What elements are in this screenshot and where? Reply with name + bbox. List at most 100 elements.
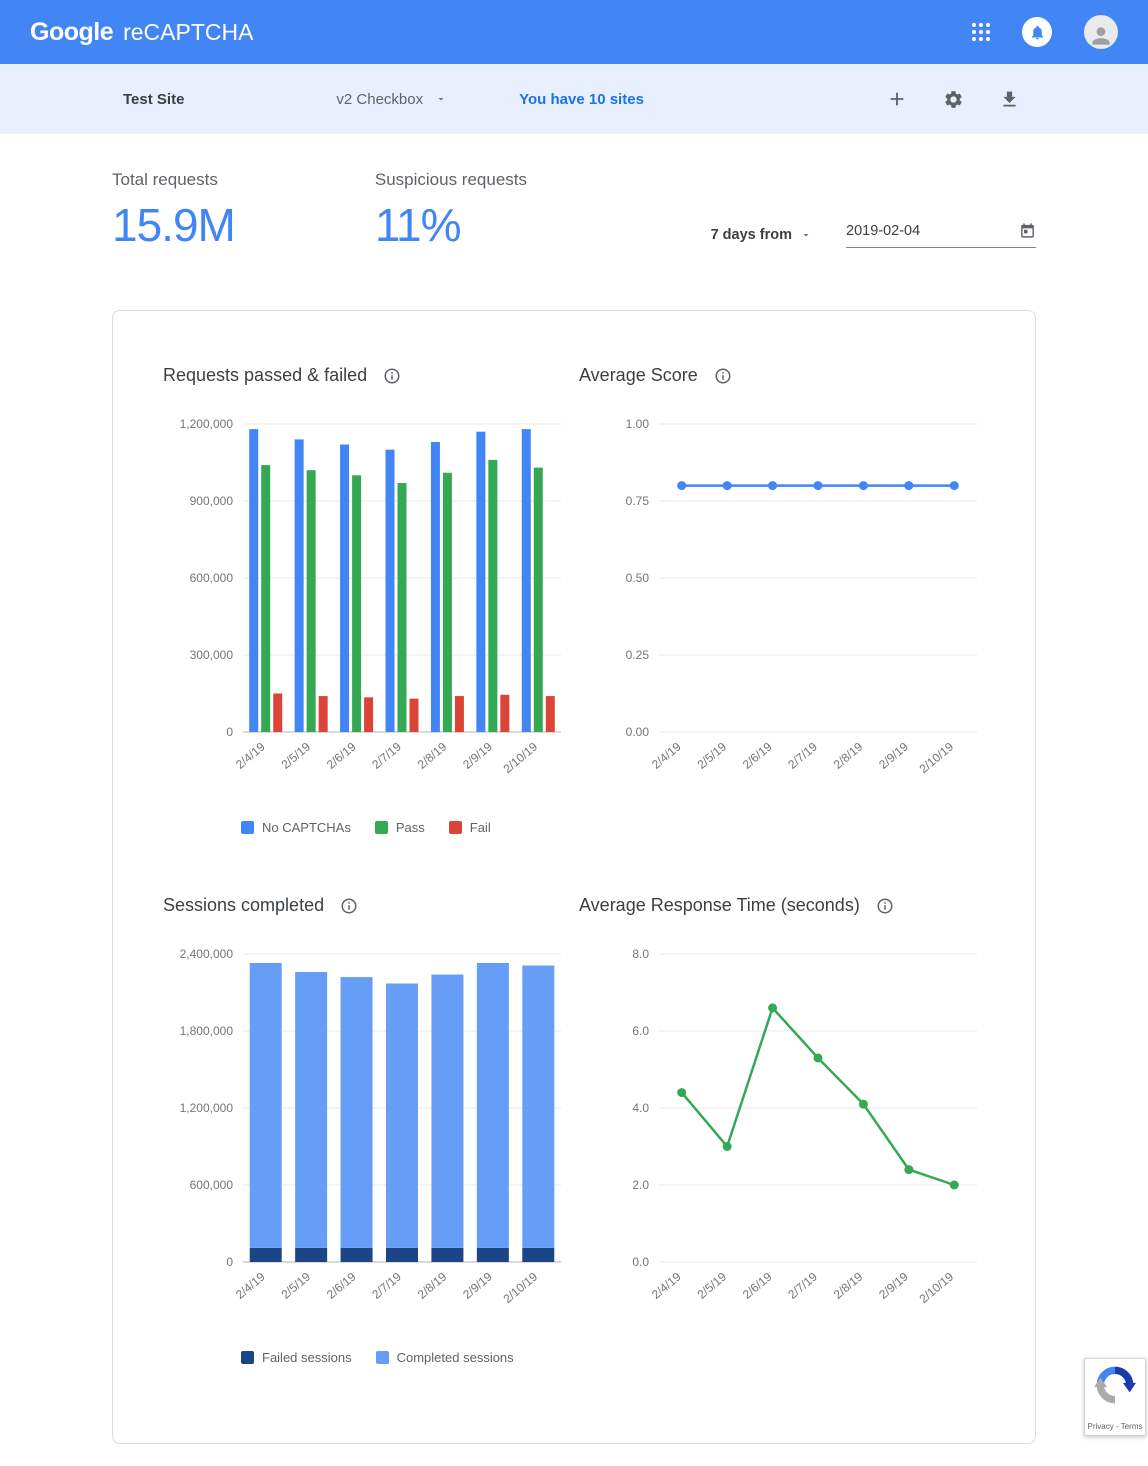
y-tick-label: 8.0 — [632, 947, 649, 961]
bar — [261, 465, 271, 732]
stacked-bar-segment — [386, 1247, 418, 1262]
google-wordmark: Google — [30, 17, 114, 46]
data-point — [813, 1053, 823, 1063]
bell-icon — [1031, 25, 1043, 40]
x-tick-label: 2/9/19 — [460, 739, 495, 771]
x-tick-label: 2/6/19 — [324, 1269, 359, 1301]
bar — [533, 467, 543, 732]
info-icon[interactable] — [340, 897, 358, 915]
bar — [409, 698, 419, 732]
total-requests-value: 15.9M — [112, 199, 236, 251]
stacked-bar-segment — [386, 983, 418, 1248]
bar — [385, 449, 395, 732]
calendar-icon[interactable] — [1019, 222, 1036, 239]
x-tick-label: 2/10/19 — [501, 739, 541, 776]
x-tick-label: 2/8/19 — [415, 739, 450, 771]
x-tick-label: 2/4/19 — [233, 739, 268, 771]
x-tick-label: 2/10/19 — [917, 739, 957, 776]
chart-title: Requests passed & failed — [163, 365, 368, 385]
x-tick-label: 2/7/19 — [369, 1269, 404, 1301]
chart-sessions-completed: Sessions completed 0 600,000 1,200,000 1,80… — [163, 895, 579, 1365]
data-point — [904, 1165, 914, 1175]
legend-swatch — [374, 821, 388, 834]
x-tick-label: 2/4/19 — [649, 739, 684, 771]
avatar[interactable] — [1080, 11, 1122, 53]
data-point — [768, 481, 778, 491]
bell-circle — [1022, 17, 1052, 47]
stat-total-requests: Total requests 15.9M — [112, 170, 236, 252]
chart-average-response-time: Average Response Time (seconds) 0.0 2.0 4.… — [579, 895, 995, 1365]
recaptcha-badge[interactable]: Privacy - Terms — [1084, 1358, 1146, 1436]
bar — [454, 696, 464, 732]
sites-count-link[interactable]: You have 10 sites — [519, 90, 644, 108]
apps-grid-icon[interactable] — [968, 19, 994, 45]
stacked-bar-segment — [431, 974, 464, 1248]
chart-title: Average Score — [579, 365, 698, 385]
bar — [545, 696, 555, 732]
y-tick-label: 0.0 — [632, 1255, 649, 1269]
info-icon[interactable] — [876, 897, 894, 915]
legend-swatch — [375, 1351, 389, 1364]
chart-head: Average Score — [579, 365, 995, 386]
stacked-bar-segment — [522, 1247, 555, 1262]
date-range-dropdown[interactable]: 7 days from — [711, 227, 812, 243]
chevron-down-icon — [438, 98, 444, 101]
stats-row: Total requests 15.9M Suspicious requests… — [0, 134, 1148, 252]
bar — [500, 694, 510, 732]
toolbar-actions — [882, 84, 1024, 114]
x-tick-label: 2/8/19 — [415, 1269, 450, 1301]
settings-button[interactable] — [939, 85, 968, 114]
y-tick-label: 1,200,000 — [180, 1101, 234, 1115]
x-tick-label: 2/6/19 — [324, 739, 359, 771]
y-tick-label: 0 — [226, 1255, 233, 1269]
data-point — [858, 481, 868, 491]
x-tick-label: 2/7/19 — [785, 1269, 820, 1301]
x-tick-label: 2/9/19 — [876, 1269, 911, 1301]
data-point — [949, 481, 959, 491]
stacked-bar-segment — [249, 1247, 282, 1262]
legend-label: Failed sessions — [262, 1350, 352, 1365]
y-tick-label: 0.25 — [626, 648, 650, 662]
start-date-input[interactable]: 2019-02-04 — [846, 222, 1036, 248]
y-tick-label: 6.0 — [632, 1024, 649, 1038]
x-tick-label: 2/4/19 — [233, 1269, 268, 1301]
bar — [318, 696, 328, 732]
x-tick-label: 2/5/19 — [695, 739, 730, 771]
bar — [352, 475, 362, 732]
y-tick-label: 1,800,000 — [180, 1024, 234, 1038]
x-tick-label: 2/5/19 — [279, 1269, 314, 1301]
site-type-dropdown[interactable]: v2 Checkbox — [336, 91, 447, 108]
legend-swatch — [448, 821, 462, 834]
charts-grid: Requests passed & failed 0 300,000 600,000… — [163, 365, 997, 1365]
x-tick-label: 2/6/19 — [740, 1269, 775, 1301]
add-site-button[interactable] — [882, 84, 912, 114]
y-tick-label: 0.50 — [626, 571, 650, 585]
legend-swatch — [241, 1351, 254, 1364]
range-controls: 7 days from 2019-02-04 — [711, 222, 1036, 248]
data-point — [768, 1003, 778, 1013]
privacy-terms-link[interactable]: Privacy - Terms — [1087, 1422, 1143, 1431]
x-tick-label: 2/4/19 — [649, 1269, 684, 1301]
bar — [249, 429, 259, 732]
notifications-icon[interactable] — [1018, 13, 1056, 51]
legend-item: Pass — [374, 820, 425, 835]
date-range-label: 7 days from — [710, 227, 792, 243]
data-point — [677, 1088, 687, 1098]
y-tick-label: 2,400,000 — [180, 947, 234, 961]
y-tick-label: 900,000 — [190, 494, 234, 508]
data-point — [813, 481, 823, 491]
download-button[interactable] — [995, 85, 1024, 114]
plus-icon — [890, 92, 904, 106]
average-score-chart-plot: 0.00 0.25 0.50 0.75 1.00 2/4/19 2/5/19 2/6/19 2/… — [626, 417, 977, 776]
info-icon[interactable] — [714, 367, 732, 385]
y-tick-label: 300,000 — [190, 648, 234, 662]
site-type-value: v2 Checkbox — [336, 90, 424, 108]
x-tick-label: 2/7/19 — [369, 739, 404, 771]
legend-label: No CAPTCHAs — [262, 820, 351, 835]
info-icon[interactable] — [383, 367, 401, 385]
recaptcha-logo-icon — [1094, 1366, 1136, 1404]
bar — [397, 483, 407, 732]
legend-label: Fail — [469, 820, 491, 835]
x-tick-label: 2/8/19 — [831, 1269, 866, 1301]
header-actions — [968, 11, 1122, 53]
